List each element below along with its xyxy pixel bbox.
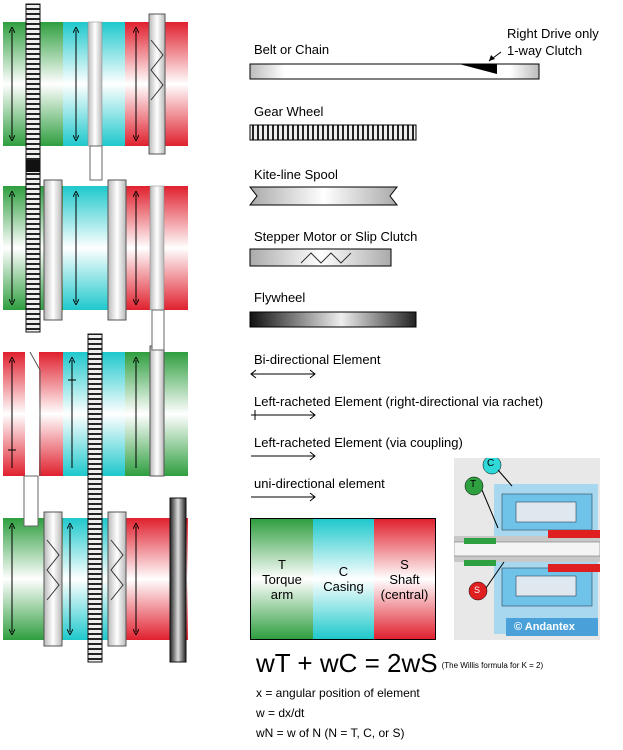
formula-equation: wT + wC = 2wS	[256, 648, 438, 678]
one-way-clutch-icon	[459, 64, 497, 74]
willis-formula: wT + wC = 2wS (The Willis formula for K =…	[256, 648, 543, 679]
left-coupling-arrow-icon	[251, 451, 316, 461]
stepper-label: Stepper Motor or Slip Clutch	[254, 229, 418, 244]
left-racheted-label: Left-racheted Element (right-directional…	[254, 394, 544, 409]
unidir-label: uni-directional element	[254, 476, 385, 491]
unidir-arrow-icon	[251, 492, 316, 502]
s-letter: S	[400, 556, 409, 572]
clutch-note-line2: 1-way Clutch	[507, 43, 583, 58]
gear-wheel-center	[87, 333, 103, 663]
copyright-text: © Andantex	[514, 621, 575, 633]
gear-symbol	[249, 124, 417, 141]
belt-label: Belt or Chain	[254, 42, 330, 57]
left-racheted-arrow-icon	[251, 410, 316, 420]
c-line1: Casing	[323, 579, 364, 594]
clutch-note-line1: Right Drive only	[507, 26, 599, 41]
casing-box: C Casing	[313, 519, 375, 639]
stepper-symbol	[249, 248, 392, 267]
s-line2: (central)	[380, 586, 429, 602]
bidir-label: Bi-directional Element	[254, 352, 381, 367]
definition-wn: wN = w of N (N = T, C, or S)	[256, 726, 405, 740]
flywheel-label: Flywheel	[254, 290, 306, 305]
differential-cutaway-photo: C T S © Andantex	[453, 455, 601, 640]
badge-t: T	[470, 479, 477, 490]
c-letter: C	[338, 564, 349, 579]
formula-note: (The Willis formula for K = 2)	[441, 660, 544, 670]
t-letter: T	[278, 556, 286, 572]
s-line1: Shaft	[389, 571, 420, 587]
badge-c: C	[487, 458, 495, 469]
t-line2: arm	[270, 586, 294, 602]
torque-arm-box: T Torque arm	[251, 519, 314, 639]
left-coupling-label: Left-racheted Element (via coupling)	[254, 435, 463, 450]
badge-s: S	[474, 585, 481, 595]
differential-diagram	[3, 3, 188, 663]
element-key: T Torque arm C Casing S Shaft (central)	[250, 518, 436, 640]
belt-symbol	[249, 51, 540, 80]
gear-label: Gear Wheel	[254, 104, 324, 119]
spool-symbol	[249, 186, 399, 206]
flywheel-symbol	[249, 311, 417, 328]
t-line1: Torque	[262, 571, 302, 587]
definition-w: w = dx/dt	[256, 706, 305, 720]
stage-1	[3, 13, 188, 155]
definition-x: x = angular position of element	[256, 686, 420, 700]
shaft-box: S Shaft (central)	[374, 519, 435, 639]
spool-label: Kite-line Spool	[254, 167, 338, 182]
bidir-arrow-icon	[250, 369, 316, 379]
